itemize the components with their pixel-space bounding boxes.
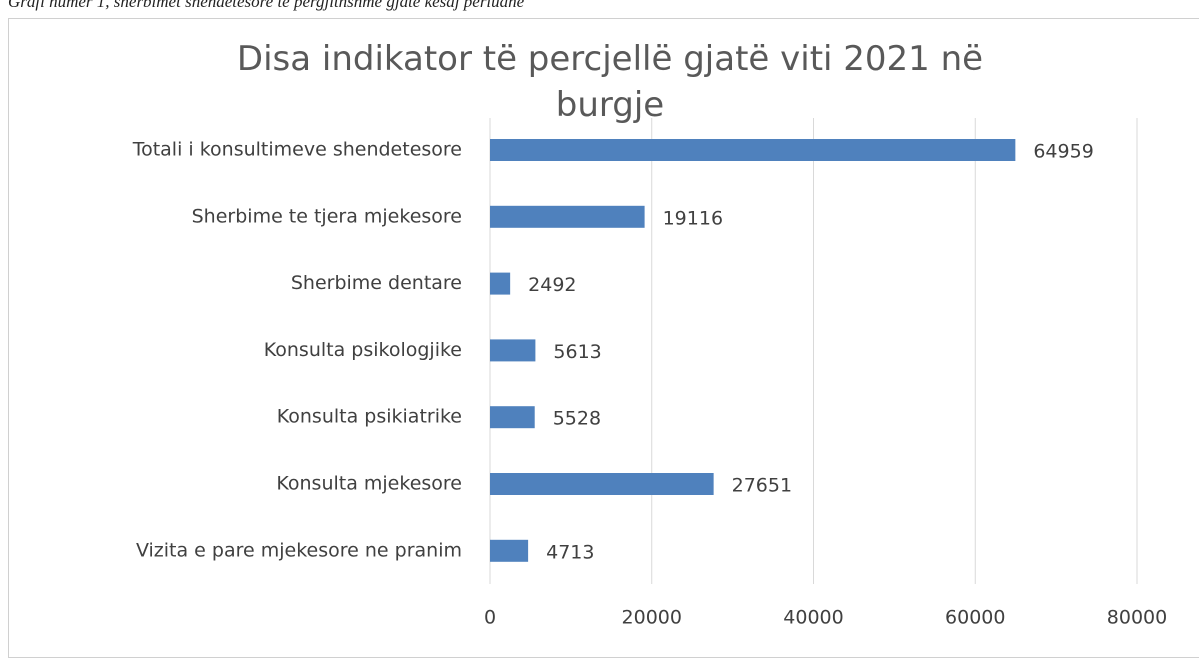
y-tick-label: Konsulta psikologjike xyxy=(264,339,462,361)
bar xyxy=(490,139,1016,161)
bar xyxy=(490,339,536,362)
y-tick-label: Konsulta mjekesore xyxy=(276,473,462,495)
y-tick-label: Sherbime te tjera mjekesore xyxy=(192,205,462,227)
bar xyxy=(490,205,645,228)
bar xyxy=(490,406,535,429)
bar xyxy=(490,539,529,562)
x-tick-label: 0 xyxy=(484,607,496,629)
chart-title: Disa indikator të percjellë gjatë viti 2… xyxy=(236,39,984,125)
value-label: 4713 xyxy=(546,541,594,563)
bar xyxy=(490,473,714,495)
y-tick-label: Totali i konsultimeve shendetesore xyxy=(132,139,462,161)
caption: Grafi numer 1, sherbimet shendetesore te… xyxy=(8,0,525,11)
x-tick-label: 60000 xyxy=(945,607,1005,629)
y-tick-label: Sherbime dentare xyxy=(291,272,462,294)
y-tick-label: Vizita e pare mjekesore ne pranim xyxy=(136,539,462,561)
value-label: 5528 xyxy=(553,408,601,430)
y-tick-label: Konsulta psikiatrike xyxy=(277,406,462,428)
bar xyxy=(490,272,511,295)
value-label: 19116 xyxy=(663,207,723,229)
value-label: 2492 xyxy=(528,274,576,296)
value-label: 27651 xyxy=(732,475,792,497)
x-tick-label: 80000 xyxy=(1107,607,1167,629)
x-tick-label: 20000 xyxy=(622,607,682,629)
x-tick-label: 40000 xyxy=(783,607,843,629)
value-label: 64959 xyxy=(1033,141,1093,163)
value-label: 5613 xyxy=(553,341,601,363)
